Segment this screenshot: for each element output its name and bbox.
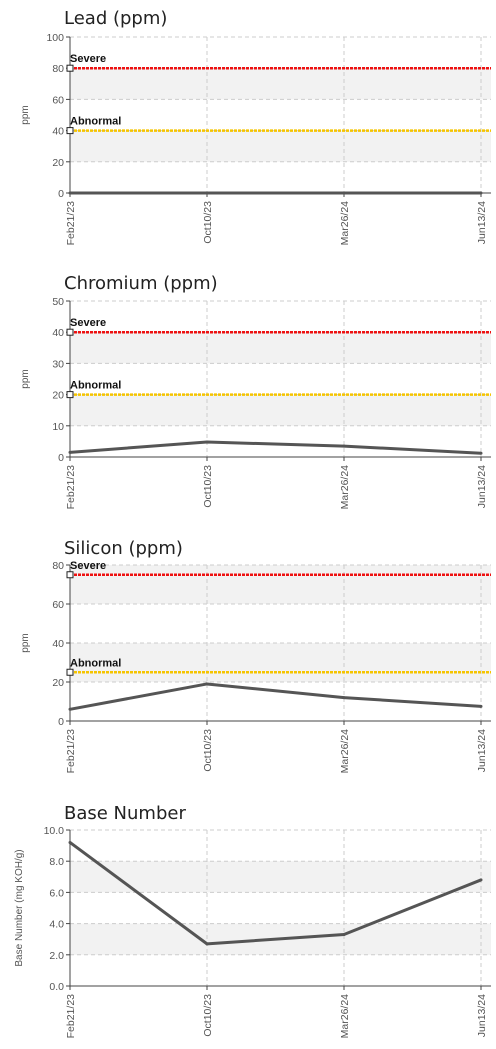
data-point: [205, 942, 209, 946]
grid-band: [70, 643, 491, 682]
data-point: [342, 191, 346, 195]
x-tick-label: Jun13/24: [476, 465, 488, 508]
x-tick-label: Jun13/24: [476, 994, 488, 1037]
threshold-label: Abnormal: [70, 380, 121, 392]
y-axis-label: Base Number (mg KOH/g): [14, 849, 25, 966]
y-tick-label: 20: [52, 157, 64, 169]
data-point: [68, 191, 72, 195]
data-point: [68, 840, 72, 844]
x-tick-label: Jun13/24: [476, 201, 488, 244]
x-tick-label: Feb21/23: [65, 201, 77, 246]
series-line: [69, 440, 482, 455]
threshold-marker: [66, 668, 74, 676]
y-tick-label: 100: [46, 32, 64, 44]
x-tick-label: Feb21/23: [65, 465, 77, 510]
data-point: [342, 444, 346, 448]
threshold-marker: [66, 571, 74, 579]
y-tick-label: 4.0: [49, 919, 64, 931]
data-point: [68, 707, 72, 711]
y-tick-label: 40: [52, 126, 64, 138]
chart-1: Chromium (ppm) 0 10 20 30 40 50 Feb21/23 Oct10/2…: [20, 273, 491, 510]
x-tick-label: Mar26/24: [339, 994, 351, 1039]
y-tick-label: 2.0: [49, 950, 64, 962]
y-tick-label: 6.0: [49, 887, 64, 899]
chart-2: Silicon (ppm) 0 20 40 60 80 Feb21/23 Oct10/23 Ma…: [20, 538, 491, 774]
threshold-marker: [66, 127, 74, 135]
data-point: [205, 682, 209, 686]
threshold-label: Abnormal: [70, 116, 121, 128]
x-tick-label: Mar26/24: [339, 465, 351, 510]
y-tick-label: 20: [52, 390, 64, 402]
grid-band: [70, 68, 491, 100]
grid-band: [70, 861, 491, 893]
threshold-label: Severe: [70, 560, 106, 572]
x-tick-label: Jun13/24: [476, 729, 488, 772]
x-tick-label: Mar26/24: [339, 201, 351, 246]
y-tick-label: 40: [52, 638, 64, 650]
y-tick-label: 60: [52, 599, 64, 611]
data-point: [205, 440, 209, 444]
y-tick-label: 10: [52, 421, 64, 433]
y-tick-label: 60: [52, 94, 64, 106]
data-point: [342, 696, 346, 700]
x-tick-label: Oct10/23: [202, 465, 214, 508]
threshold-marker: [66, 328, 74, 336]
x-tick-label: Oct10/23: [202, 994, 214, 1037]
y-axis-label: ppm: [20, 369, 31, 388]
grid-band: [70, 565, 491, 604]
chart-3: Base Number 0.0 2.0 4.0 6.0 8.0 10.0 Feb21/23 Oc…: [14, 803, 491, 1039]
chart-0: Lead (ppm) 0 20 40 60 80 100 Feb21/23 Oct10/23 Ma…: [20, 8, 491, 246]
data-point: [479, 191, 483, 195]
series-line: [69, 682, 482, 711]
y-tick-label: 10.0: [44, 825, 65, 837]
y-tick-label: 0.0: [49, 981, 64, 993]
chart-title: Base Number: [64, 803, 186, 824]
chart-title: Silicon (ppm): [64, 538, 183, 559]
y-tick-label: 0: [58, 716, 64, 728]
y-tick-label: 20: [52, 677, 64, 689]
grid-band: [70, 332, 491, 364]
x-tick-label: Feb21/23: [65, 729, 77, 774]
y-tick-label: 40: [52, 327, 64, 339]
y-axis-label: ppm: [20, 633, 31, 652]
data-point: [479, 451, 483, 455]
series-line: [69, 841, 482, 946]
x-tick-label: Feb21/23: [65, 994, 77, 1039]
data-point: [68, 450, 72, 454]
y-axis-label: ppm: [20, 105, 31, 124]
data-point: [342, 933, 346, 937]
y-tick-label: 0: [58, 188, 64, 200]
data-point: [205, 191, 209, 195]
threshold-label: Abnormal: [70, 657, 121, 669]
y-tick-label: 30: [52, 358, 64, 370]
x-tick-label: Oct10/23: [202, 201, 214, 244]
threshold-marker: [66, 391, 74, 399]
threshold-label: Severe: [70, 317, 106, 329]
grid-band: [70, 394, 491, 426]
chart-title: Lead (ppm): [64, 8, 167, 29]
x-tick-label: Oct10/23: [202, 729, 214, 772]
threshold-marker: [66, 64, 74, 72]
y-tick-label: 0: [58, 452, 64, 464]
chart-title: Chromium (ppm): [64, 273, 218, 294]
grid-band: [70, 130, 491, 162]
threshold-label: Severe: [70, 53, 106, 65]
data-point: [479, 704, 483, 708]
y-tick-label: 8.0: [49, 856, 64, 868]
y-tick-label: 80: [52, 63, 64, 75]
y-tick-label: 80: [52, 560, 64, 572]
y-tick-label: 50: [52, 296, 64, 308]
data-point: [479, 878, 483, 882]
x-tick-label: Mar26/24: [339, 729, 351, 774]
